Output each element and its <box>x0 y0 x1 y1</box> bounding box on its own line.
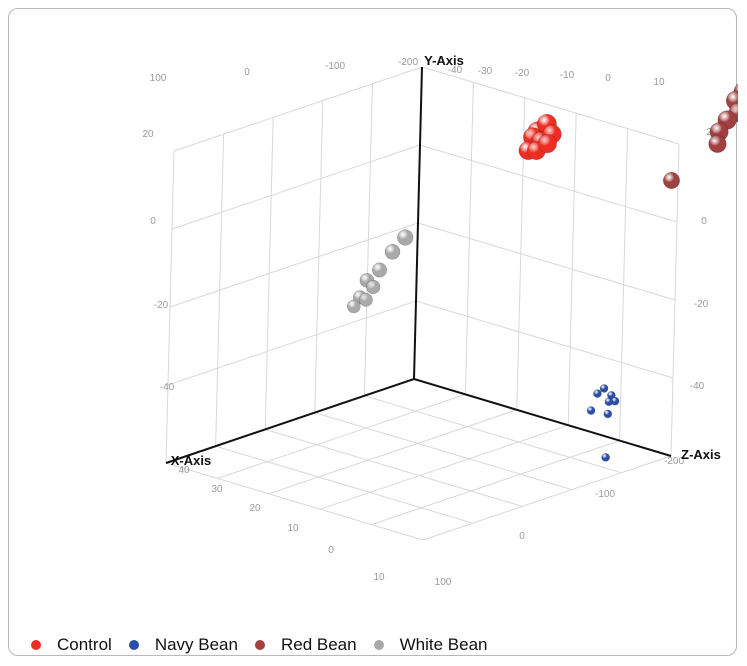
chart-card: 200-20-40200-20-40100102030401000-100-20… <box>8 8 738 656</box>
grid-line <box>371 440 620 526</box>
x-tick-label: 10 <box>287 523 299 534</box>
grid-line <box>169 222 419 308</box>
y-tick-label: -40 <box>160 382 175 393</box>
grid-line <box>320 424 569 510</box>
z-tick-label: -100 <box>595 489 615 500</box>
y-tick-label: -20 <box>154 300 169 311</box>
top-tick-label: -40 <box>448 65 463 76</box>
grid-line <box>364 395 622 474</box>
legend-marker-icon <box>128 640 139 650</box>
y-tick-label: 0 <box>150 216 156 227</box>
grid-line <box>422 455 672 541</box>
x-tick-label: 30 <box>211 484 223 495</box>
data-point-white-bean <box>346 299 361 314</box>
grid <box>165 66 680 541</box>
x-tick-label: 20 <box>249 503 261 514</box>
legend-marker-icon <box>31 640 41 650</box>
top-tick-label: 100 <box>150 73 167 84</box>
grid-line <box>217 393 466 479</box>
right-tick-label: -20 <box>694 299 709 310</box>
grid-line <box>419 144 678 223</box>
grid-line <box>314 412 572 491</box>
legend-label: Control <box>57 635 112 654</box>
data-point-white-bean <box>384 244 401 260</box>
top-tick-label: -10 <box>560 70 575 81</box>
z-tick-label: -200 <box>664 456 684 467</box>
top-tick-label: -20 <box>515 68 530 79</box>
data-point-red-bean <box>708 134 727 153</box>
scatter-3d-plot: 200-20-40200-20-40100102030401000-100-20… <box>142 53 738 588</box>
legend-item-red-bean[interactable]: Red Bean <box>254 635 357 655</box>
data-point-navy-bean <box>604 397 614 406</box>
data-point-white-bean <box>372 262 388 278</box>
legend-marker-icon <box>373 640 384 650</box>
y-tick-label: 20 <box>142 129 154 140</box>
grid-line <box>415 300 674 379</box>
grid-line <box>265 428 523 507</box>
grid-line <box>167 300 417 386</box>
x-axis-title: X-Axis <box>171 453 211 468</box>
grid-line <box>417 222 676 301</box>
x-tick-label: 10 <box>373 572 385 583</box>
data-point-white-bean <box>366 279 381 295</box>
grid-line <box>165 462 424 541</box>
data-point-navy-bean <box>593 389 602 398</box>
top-tick-label: 0 <box>244 67 250 78</box>
z-tick-label: 100 <box>435 577 452 588</box>
data-point-navy-bean <box>601 453 610 462</box>
data-point-control <box>537 134 557 154</box>
y-axis-line <box>413 66 423 380</box>
grid-line <box>173 66 423 152</box>
top-tick-label: -100 <box>325 61 345 72</box>
x-tick-label: 40 <box>178 465 190 476</box>
data-point-navy-bean <box>586 406 596 415</box>
y-axis-title: Y-Axis <box>424 53 464 68</box>
top-tick-label: 0 <box>605 73 611 84</box>
z-tick-label: 0 <box>519 531 525 542</box>
legend-label: White Bean <box>399 635 488 654</box>
top-tick-label: -200 <box>398 57 418 68</box>
top-tick-label: 10 <box>653 77 665 88</box>
x-axis-line <box>165 378 415 464</box>
data-point-white-bean <box>358 292 373 307</box>
legend-label: Navy Bean <box>154 635 238 654</box>
points <box>346 83 738 462</box>
legend-item-control[interactable]: Control <box>31 635 112 655</box>
data-point-navy-bean <box>599 384 609 393</box>
grid-line <box>268 409 517 495</box>
x-tick-label: 0 <box>328 545 334 556</box>
grid-line <box>215 445 473 524</box>
z-axis-title: Z-Axis <box>681 447 721 462</box>
right-tick-label: -40 <box>690 381 705 392</box>
top-tick-label: -30 <box>478 66 493 77</box>
grid-line <box>421 66 680 145</box>
legend-item-white-bean[interactable]: White Bean <box>373 635 488 655</box>
legend: Control Navy Bean Red Bean White Bean <box>31 635 505 655</box>
grid-line <box>171 144 421 230</box>
data-point-white-bean <box>397 229 414 246</box>
legend-item-navy-bean[interactable]: Navy Bean <box>128 635 238 655</box>
right-tick-label: 0 <box>701 216 707 227</box>
z-axis-line <box>413 378 672 457</box>
legend-marker-icon <box>254 640 265 650</box>
legend-label: Red Bean <box>280 635 357 654</box>
data-point-red-bean <box>662 172 680 190</box>
data-point-navy-bean <box>603 409 613 419</box>
